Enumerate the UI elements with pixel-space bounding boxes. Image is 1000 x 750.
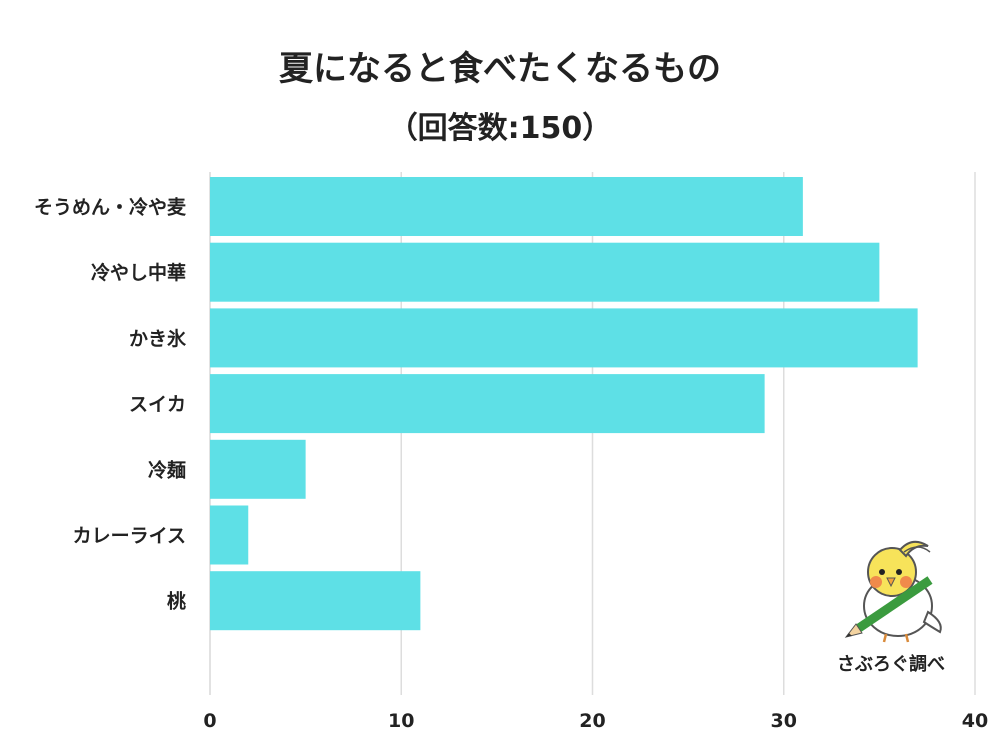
category-label: かき氷 bbox=[129, 328, 187, 350]
bar bbox=[210, 374, 765, 434]
credit-text: さぶろぐ調べ bbox=[837, 653, 945, 675]
chart-title: 夏になると食べたくなるもの bbox=[279, 49, 721, 89]
bar bbox=[210, 242, 880, 302]
x-tick-label: 10 bbox=[388, 710, 414, 732]
bar bbox=[210, 177, 803, 236]
bar bbox=[210, 439, 306, 499]
category-label: カレーライス bbox=[73, 525, 186, 547]
x-tick-label: 0 bbox=[203, 710, 216, 732]
x-tick-label: 20 bbox=[579, 710, 605, 732]
category-label: そうめん・冷や麦 bbox=[34, 196, 187, 219]
category-label: スイカ bbox=[129, 394, 186, 416]
bars bbox=[210, 177, 918, 631]
bar bbox=[210, 571, 421, 631]
x-axis-ticks: 0 10 20 30 40 bbox=[203, 710, 988, 732]
bird-pencil-mascot-icon bbox=[844, 540, 942, 643]
category-label: 冷やし中華 bbox=[91, 261, 186, 284]
category-label: 桃 bbox=[167, 590, 186, 613]
bar bbox=[210, 505, 249, 565]
chart-subtitle: （回答数:150） bbox=[388, 111, 613, 146]
x-tick-label: 40 bbox=[962, 710, 988, 732]
bar bbox=[210, 308, 918, 368]
x-tick-label: 30 bbox=[771, 710, 797, 732]
credit-badge: さぶろぐ調べ bbox=[837, 540, 945, 675]
category-label: 冷麺 bbox=[148, 458, 186, 481]
